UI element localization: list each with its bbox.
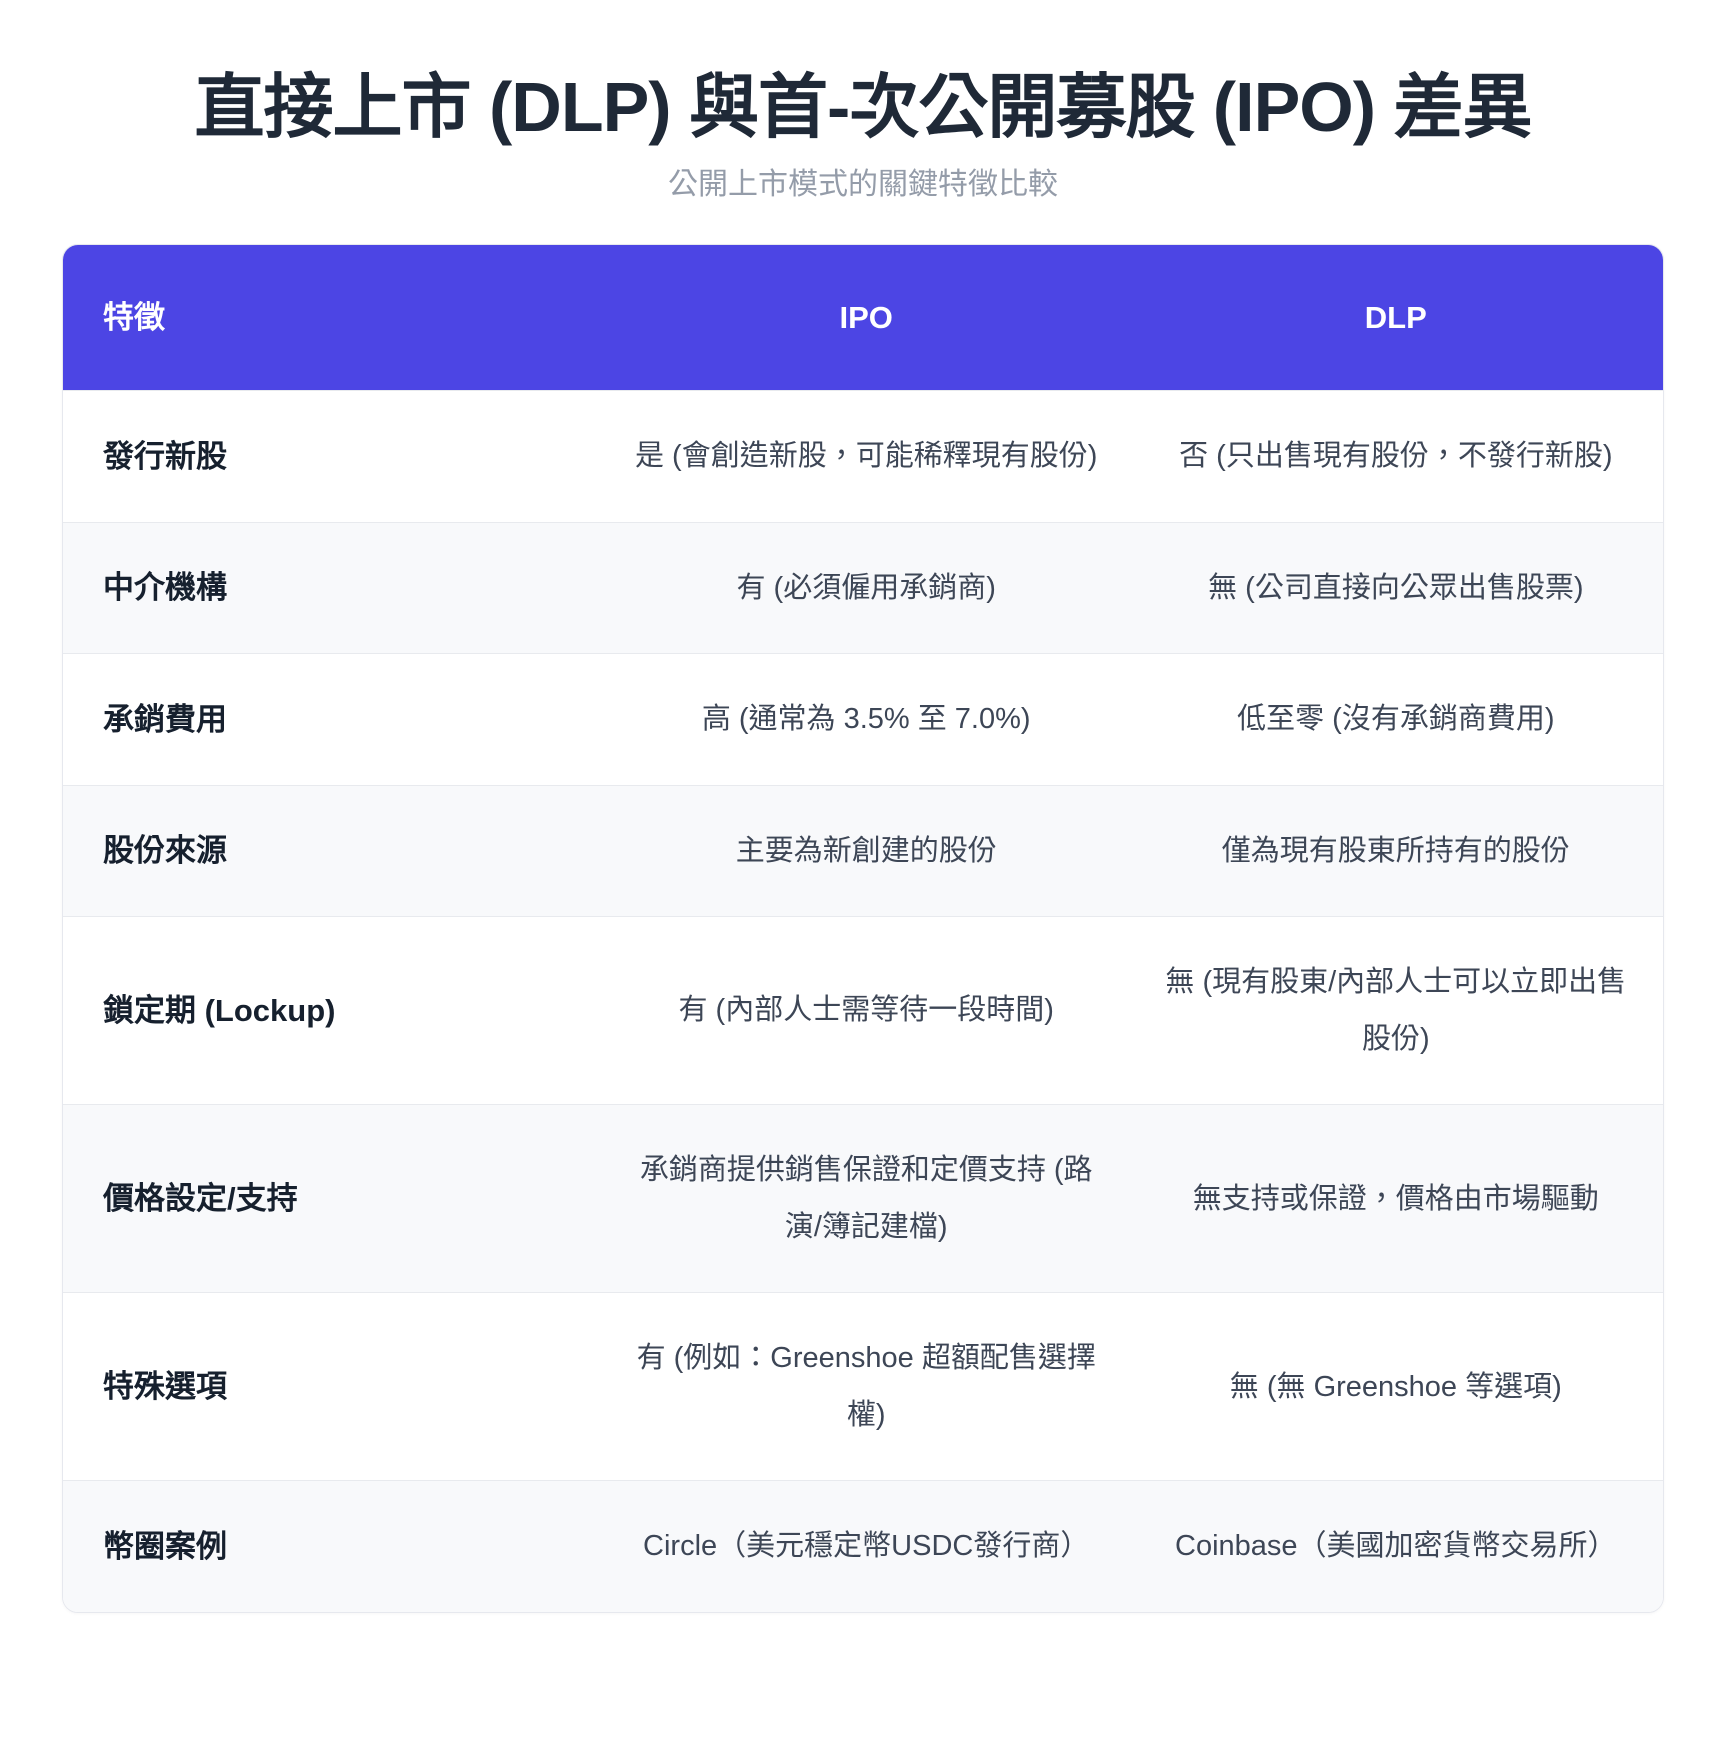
comparison-table-card: 特徵 IPO DLP 發行新股 是 (會創造新股，可能稀釋現有股份) 否 (只出… [62, 244, 1664, 1614]
ipo-cell: 有 (必須僱用承銷商) [736, 571, 996, 604]
feature-cell: 中介機構 [103, 570, 227, 606]
ipo-cell: 有 (例如：Greenshoe 超額配售選擇權) [636, 1342, 1096, 1431]
table-header: 特徵 IPO DLP [63, 245, 1663, 391]
page-title: 直接上市 (DLP) 與首-次公開募股 (IPO) 差異 [194, 68, 1533, 146]
feature-cell: 股份來源 [103, 833, 227, 869]
dlp-cell: 僅為現有股東所持有的股份 [1221, 834, 1570, 867]
dlp-cell: 否 (只出售現有股份，不發行新股) [1179, 440, 1613, 472]
table-row: 價格設定/支持 承銷商提供銷售保證和定價支持 (路演/簿記建檔) 無支持或保證，… [63, 1104, 1663, 1293]
dlp-cell: 無支持或保證，價格由市場驅動 [1192, 1182, 1599, 1215]
table-body: 發行新股 是 (會創造新股，可能稀釋現有股份) 否 (只出售現有股份，不發行新股… [63, 390, 1663, 1613]
feature-cell: 幣圈案例 [103, 1529, 227, 1565]
table-row: 幣圈案例 Circle（美元穩定幣USDC發行商） Coinbase（美國加密貨… [63, 1480, 1663, 1613]
feature-cell: 發行新股 [103, 438, 227, 474]
header-cell-feature: 特徵 [63, 245, 604, 391]
feature-cell: 特殊選項 [103, 1369, 227, 1405]
table-row: 承銷費用 高 (通常為 3.5% 至 7.0%) 低至零 (沒有承銷商費用) [63, 653, 1663, 786]
comparison-table: 特徵 IPO DLP 發行新股 是 (會創造新股，可能稀釋現有股份) 否 (只出… [63, 245, 1663, 1613]
dlp-cell: Coinbase（美國加密貨幣交易所） [1175, 1530, 1617, 1563]
header-cell-ipo: IPO [603, 245, 1129, 391]
feature-cell: 價格設定/支持 [103, 1181, 298, 1217]
dlp-cell: 無 (無 Greenshoe 等選項) [1229, 1370, 1562, 1403]
table-row: 發行新股 是 (會創造新股，可能稀釋現有股份) 否 (只出售現有股份，不發行新股… [63, 390, 1663, 523]
ipo-cell: 承銷商提供銷售保證和定價支持 (路演/簿記建檔) [639, 1154, 1093, 1243]
table-row: 中介機構 有 (必須僱用承銷商) 無 (公司直接向公眾出售股票) [63, 522, 1663, 654]
ipo-cell: 主要為新創建的股份 [735, 834, 997, 867]
table-row: 股份來源 主要為新創建的股份 僅為現有股東所持有的股份 [63, 785, 1663, 917]
feature-cell: 鎖定期 (Lockup) [103, 993, 336, 1029]
table-row: 鎖定期 (Lockup) 有 (內部人士需等待一段時間) 無 (現有股東/內部人… [63, 916, 1663, 1105]
table-row: 特殊選項 有 (例如：Greenshoe 超額配售選擇權) 無 (無 Green… [63, 1292, 1663, 1481]
ipo-cell: 是 (會創造新股，可能稀釋現有股份) [635, 440, 1098, 472]
dlp-cell: 低至零 (沒有承銷商費用) [1237, 703, 1555, 736]
dlp-cell: 無 (公司直接向公眾出售股票) [1208, 571, 1584, 604]
feature-cell: 承銷費用 [103, 701, 227, 737]
header-row: 特徵 IPO DLP [63, 245, 1663, 391]
ipo-cell: 有 (內部人士需等待一段時間) [678, 994, 1054, 1027]
dlp-cell: 無 (現有股東/內部人士可以立即出售股份) [1165, 966, 1627, 1055]
ipo-cell: 高 (通常為 3.5% 至 7.0%) [701, 703, 1031, 736]
ipo-cell: Circle（美元穩定幣USDC發行商） [643, 1530, 1090, 1563]
header-cell-dlp: DLP [1128, 245, 1663, 391]
page-subtitle: 公開上市模式的關鍵特徵比較 [668, 168, 1058, 201]
